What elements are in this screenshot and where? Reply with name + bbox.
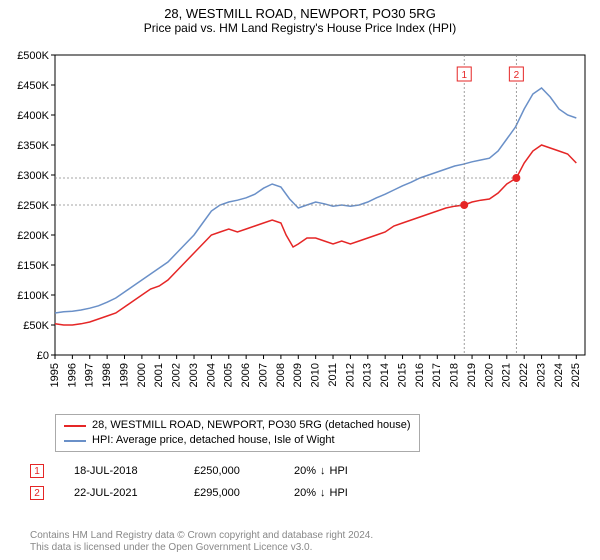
svg-text:£0: £0: [37, 350, 49, 362]
svg-text:2002: 2002: [171, 363, 183, 387]
chart-titles: 28, WESTMILL ROAD, NEWPORT, PO30 5RG Pri…: [0, 0, 600, 35]
event-date: 22-JUL-2021: [74, 487, 164, 499]
svg-text:1996: 1996: [66, 363, 78, 387]
svg-text:2008: 2008: [275, 363, 287, 387]
chart-svg: £0 £50K £100K £150K £200K £250K £300K £350K £400…: [10, 50, 590, 400]
svg-text:2022: 2022: [518, 363, 530, 387]
svg-text:£150K: £150K: [17, 260, 49, 272]
svg-text:£350K: £350K: [17, 140, 49, 152]
event-date: 18-JUL-2018: [74, 465, 164, 477]
svg-text:1998: 1998: [101, 363, 113, 387]
footer-line1: Contains HM Land Registry data © Crown c…: [30, 530, 373, 542]
legend: 28, WESTMILL ROAD, NEWPORT, PO30 5RG (de…: [55, 414, 420, 452]
svg-text:2: 2: [514, 70, 520, 81]
svg-text:2016: 2016: [414, 363, 426, 387]
chart-container: £0 £50K £100K £150K £200K £250K £300K £350K £400…: [10, 50, 590, 400]
legend-label-price-paid: 28, WESTMILL ROAD, NEWPORT, PO30 5RG (de…: [92, 418, 411, 433]
svg-text:2015: 2015: [396, 363, 408, 387]
arrow-down-icon: ↓: [320, 465, 326, 477]
svg-text:2011: 2011: [327, 363, 339, 387]
svg-text:2012: 2012: [344, 363, 356, 387]
svg-text:2025: 2025: [570, 363, 582, 387]
svg-text:2009: 2009: [292, 363, 304, 387]
footer-line2: This data is licensed under the Open Gov…: [30, 542, 373, 554]
legend-row-hpi: HPI: Average price, detached house, Isle…: [64, 433, 411, 448]
footer: Contains HM Land Registry data © Crown c…: [30, 530, 373, 554]
event-marker-box: 1: [30, 464, 44, 478]
legend-swatch-blue: [64, 440, 86, 442]
title-address: 28, WESTMILL ROAD, NEWPORT, PO30 5RG: [0, 6, 600, 21]
svg-text:2021: 2021: [501, 363, 513, 387]
legend-swatch-red: [64, 425, 86, 427]
svg-text:2000: 2000: [136, 363, 148, 387]
svg-text:2013: 2013: [362, 363, 374, 387]
svg-text:2023: 2023: [535, 363, 547, 387]
svg-text:2010: 2010: [310, 363, 322, 387]
svg-text:2014: 2014: [379, 363, 391, 387]
svg-text:2018: 2018: [449, 363, 461, 387]
svg-text:£500K: £500K: [17, 50, 49, 62]
svg-text:1995: 1995: [49, 363, 61, 387]
svg-text:2005: 2005: [223, 363, 235, 387]
event-price: £295,000: [194, 487, 264, 499]
svg-text:1999: 1999: [118, 363, 130, 387]
event-pct: 20% ↓ HPI: [294, 465, 348, 477]
svg-text:1: 1: [461, 70, 467, 81]
event-price: £250,000: [194, 465, 264, 477]
svg-text:£250K: £250K: [17, 200, 49, 212]
svg-text:1997: 1997: [84, 363, 96, 387]
event-row: 1 18-JUL-2018 £250,000 20% ↓ HPI: [30, 460, 348, 482]
svg-text:2006: 2006: [240, 363, 252, 387]
event-pct: 20% ↓ HPI: [294, 487, 348, 499]
svg-text:£400K: £400K: [17, 110, 49, 122]
arrow-down-icon: ↓: [320, 487, 326, 499]
legend-label-hpi: HPI: Average price, detached house, Isle…: [92, 433, 335, 448]
svg-text:2007: 2007: [257, 363, 269, 387]
svg-text:£450K: £450K: [17, 80, 49, 92]
title-subtitle: Price paid vs. HM Land Registry's House …: [0, 21, 600, 35]
svg-text:£300K: £300K: [17, 170, 49, 182]
svg-text:£100K: £100K: [17, 290, 49, 302]
svg-text:2020: 2020: [483, 363, 495, 387]
svg-text:2017: 2017: [431, 363, 443, 387]
events-table: 1 18-JUL-2018 £250,000 20% ↓ HPI 2 22-JU…: [30, 460, 348, 504]
svg-text:£200K: £200K: [17, 230, 49, 242]
svg-text:2024: 2024: [553, 363, 565, 387]
event-marker-box: 2: [30, 486, 44, 500]
svg-text:2019: 2019: [466, 363, 478, 387]
svg-text:2003: 2003: [188, 363, 200, 387]
svg-text:£50K: £50K: [23, 320, 49, 332]
event-row: 2 22-JUL-2021 £295,000 20% ↓ HPI: [30, 482, 348, 504]
svg-text:2004: 2004: [205, 363, 217, 387]
svg-text:2001: 2001: [153, 363, 165, 387]
legend-row-price-paid: 28, WESTMILL ROAD, NEWPORT, PO30 5RG (de…: [64, 418, 411, 433]
